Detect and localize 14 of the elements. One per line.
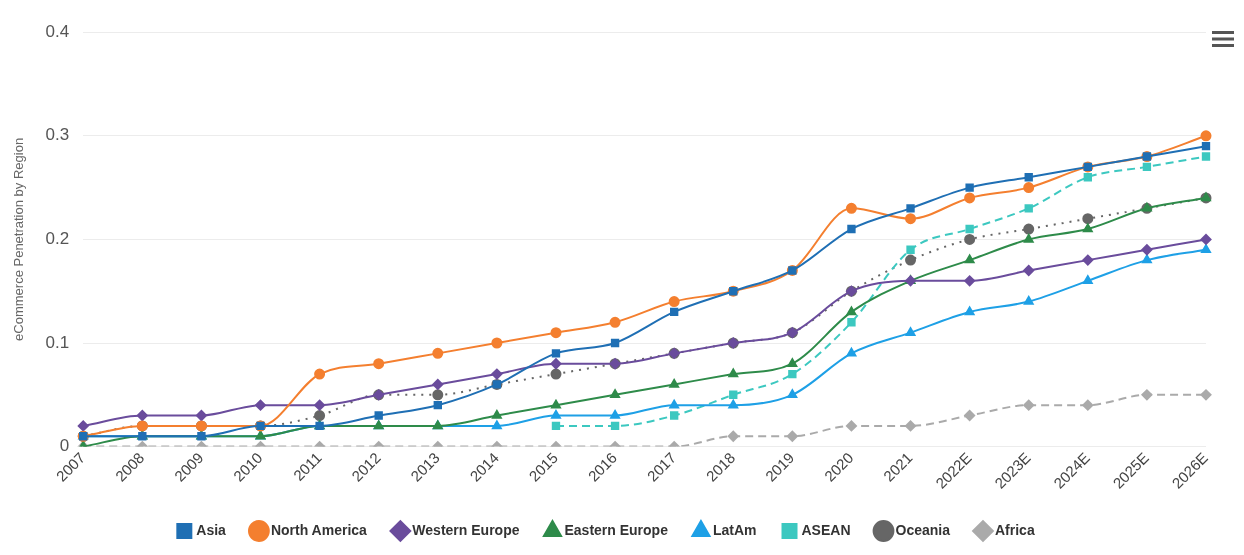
legend-label: Africa: [994, 521, 1035, 538]
legend-label: LatAm: [712, 521, 757, 538]
legend-label: Oceania: [895, 521, 951, 538]
legend-label: Western Europe: [412, 521, 520, 538]
legend-label: Asia: [196, 521, 227, 538]
y-axis-title: eCommerce Penetration by Region: [11, 137, 27, 341]
y-tick-label: 0.3: [45, 125, 70, 145]
y-tick-label: 0.4: [45, 21, 70, 41]
y-tick-label: 0.2: [45, 229, 70, 249]
y-tick-label: 0.1: [45, 332, 70, 352]
y-tick-label: 0: [59, 436, 70, 456]
legend-label: Eastern Europe: [564, 521, 669, 538]
legend-label: ASEAN: [801, 521, 851, 538]
legend-label: North America: [270, 521, 368, 538]
